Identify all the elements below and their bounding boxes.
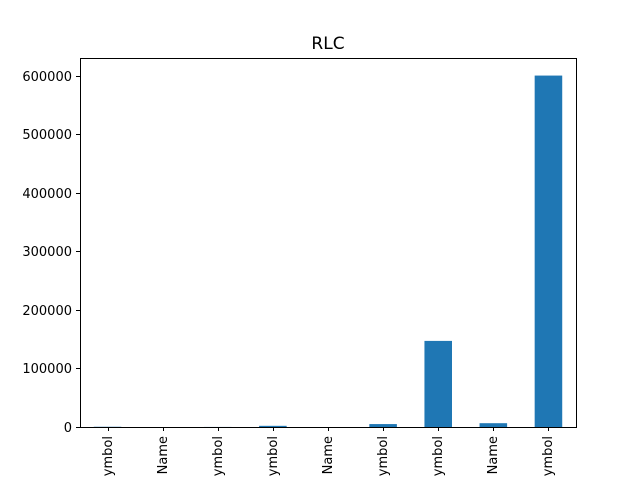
- x-tick-label: ymbol: [101, 436, 116, 476]
- plot-frame: [80, 58, 577, 428]
- bar-7: [479, 423, 508, 427]
- x-tick-label: Name: [156, 436, 171, 474]
- bar-5: [369, 424, 397, 427]
- x-tick-label: Name: [486, 436, 501, 474]
- y-tick-label: 100000: [22, 362, 72, 377]
- bar-3: [259, 425, 287, 427]
- x-tick-label: ymbol: [431, 436, 446, 476]
- x-axis: ymbol Name ymbol ymbol Name ymbol ymbol Name ymb…: [101, 427, 556, 476]
- bars-group: [93, 75, 563, 428]
- y-tick-label: 600000: [22, 70, 72, 85]
- x-tick-label: Name: [321, 436, 336, 474]
- y-tick-label: 0: [64, 421, 72, 436]
- y-tick-label: 500000: [22, 128, 72, 143]
- x-tick-label: ymbol: [266, 436, 281, 476]
- y-tick-label: 400000: [22, 187, 72, 202]
- bar-6: [424, 340, 452, 427]
- y-tick-label: 200000: [22, 304, 72, 319]
- x-tick-label: ymbol: [541, 436, 556, 476]
- chart-title: RLC: [311, 34, 344, 54]
- bar-8: [534, 75, 563, 428]
- y-axis: 0 100000 200000 300000 400000 500000 600000: [22, 70, 80, 436]
- y-tick-label: 300000: [22, 245, 72, 260]
- x-tick-label: ymbol: [211, 436, 226, 476]
- x-tick-label: ymbol: [376, 436, 391, 476]
